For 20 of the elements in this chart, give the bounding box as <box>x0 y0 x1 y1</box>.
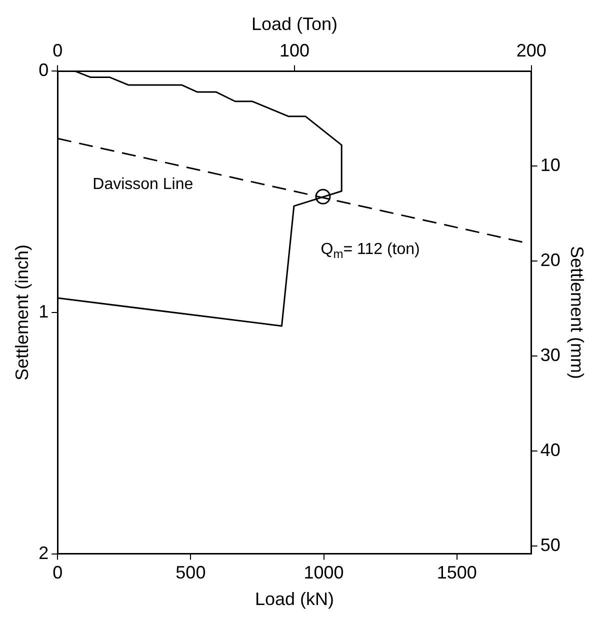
x-axis-title: Load (kN) <box>254 589 334 610</box>
y2-tick-label: 10 <box>540 155 560 176</box>
x2-tick-label: 0 <box>52 40 63 60</box>
y-tick-label: 2 <box>38 542 49 563</box>
y-tick-label: 0 <box>38 60 49 80</box>
y2-tick-label: 20 <box>540 250 560 270</box>
y-tick-label: 1 <box>38 301 49 322</box>
x2-tick-label: 200 <box>516 40 546 60</box>
x-tick-label: 1000 <box>304 562 344 583</box>
y-axis-title: Settlement (inch) <box>12 244 32 381</box>
y2-axis-title: Settlement (mm) <box>567 246 588 380</box>
x2-tick-label: 100 <box>279 40 310 60</box>
y2-tick-label: 50 <box>540 535 560 556</box>
annotation: Davisson Line <box>92 176 194 194</box>
x-tick-label: 500 <box>176 562 206 583</box>
y2-tick-label: 30 <box>540 345 560 366</box>
x2-axis-title: Load (Ton) <box>251 14 338 34</box>
x-tick-label: 1500 <box>436 562 477 583</box>
y2-tick-label: 40 <box>540 440 560 460</box>
x-tick-label: 0 <box>52 562 63 583</box>
